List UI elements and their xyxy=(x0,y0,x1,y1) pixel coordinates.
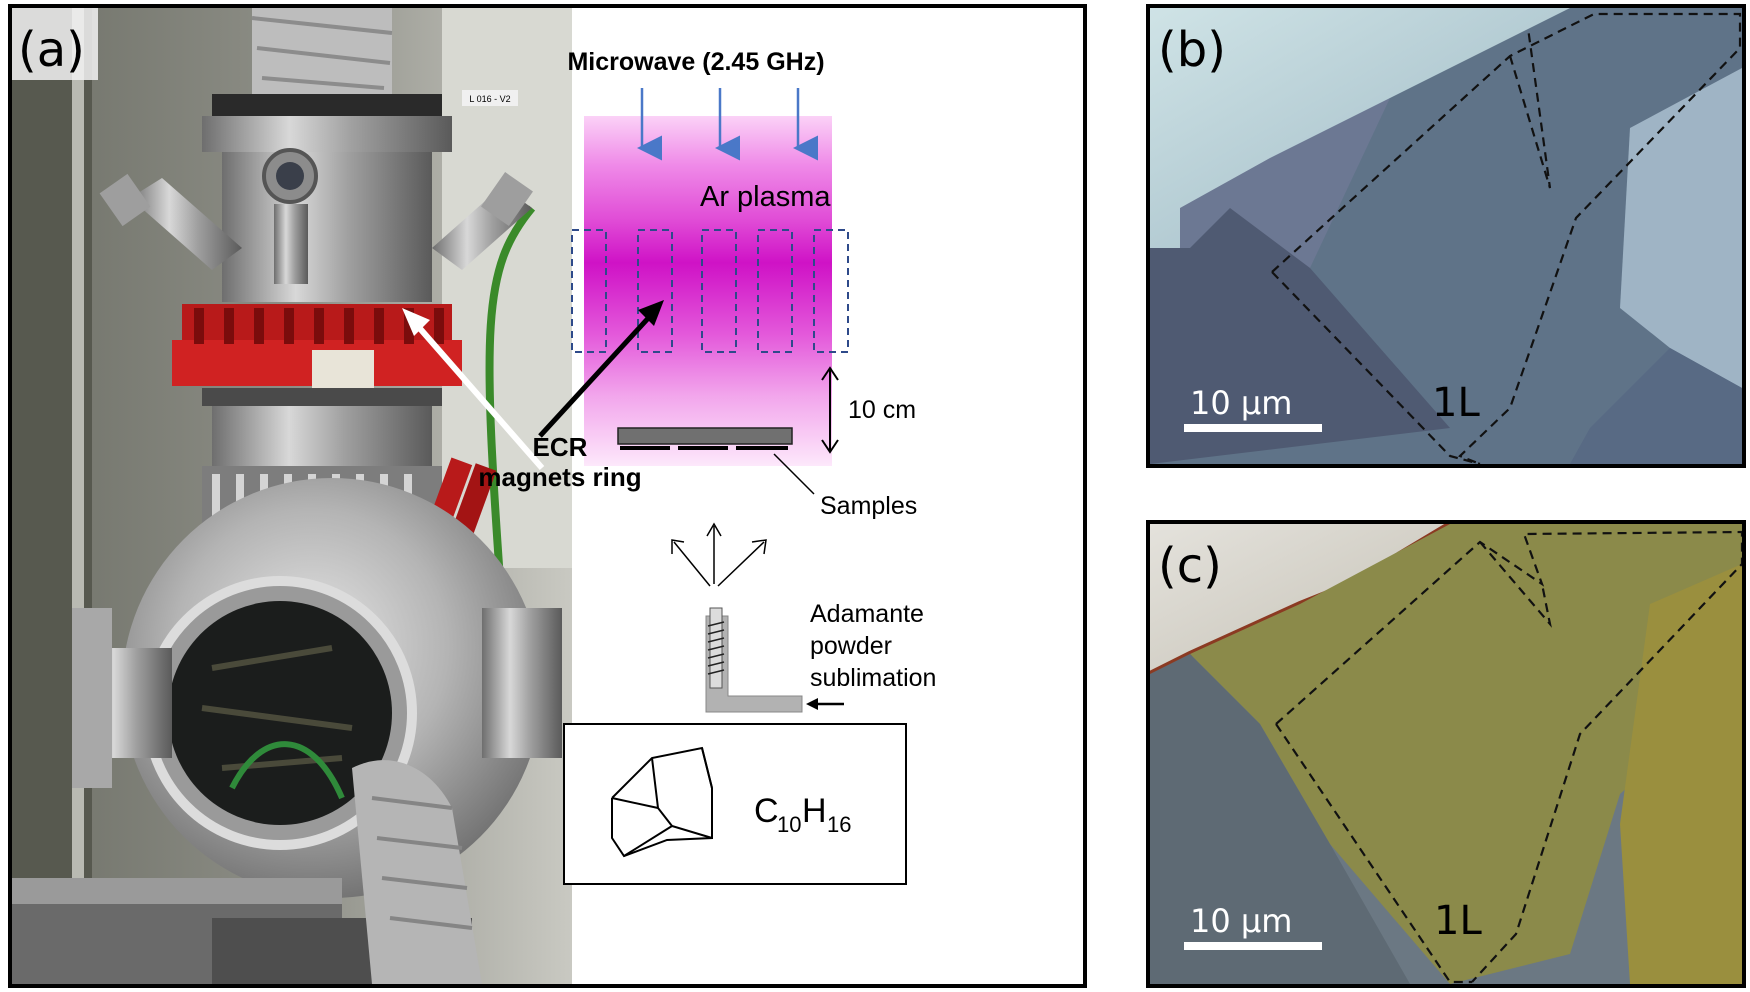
plasma-label: Ar plasma xyxy=(700,181,831,213)
right-gold-c xyxy=(1620,564,1742,984)
monolayer-outline-b xyxy=(1271,12,1742,464)
thick-flake-b xyxy=(1150,208,1450,464)
heater-coil xyxy=(707,621,725,675)
scale-bar-b xyxy=(1184,424,1322,432)
formula-h: H xyxy=(802,792,827,830)
magnet-box-5 xyxy=(813,229,849,353)
flange-tag: L 016 - V2 xyxy=(469,94,510,104)
magnet-box-2 xyxy=(637,229,673,353)
adamante-line2: powder xyxy=(810,632,892,660)
upper-flange xyxy=(202,116,452,152)
middle-flange xyxy=(212,406,432,466)
sample-2 xyxy=(678,446,728,450)
panel-b: (b) 10 µm 1L xyxy=(1146,4,1746,468)
front-port xyxy=(274,204,308,284)
black-arrow xyxy=(538,312,654,438)
magnet-box-1 xyxy=(571,229,607,353)
upper-chamber xyxy=(222,152,432,302)
panel-c: (c) 10 µm 1L xyxy=(1146,520,1746,988)
foil-duct-bottom xyxy=(352,760,482,984)
gold-flake-c xyxy=(1190,524,1742,984)
magnet-box-3 xyxy=(701,229,737,353)
scale-label-b: 10 µm xyxy=(1190,384,1292,422)
flange-tag-plate xyxy=(462,90,518,106)
formula-c: C xyxy=(754,792,779,830)
scale-label-c: 10 µm xyxy=(1190,902,1292,940)
panel-c-canvas: (c) 10 µm 1L xyxy=(1150,524,1742,984)
grey-region-c xyxy=(1150,654,1410,984)
adamantane-structure xyxy=(611,746,713,858)
sphere-right-port xyxy=(482,608,562,758)
viewport-glass xyxy=(276,162,304,190)
frame-bar xyxy=(12,878,342,904)
panel-a: L 016 - V2 xyxy=(8,4,1087,988)
chamber-photo: L 016 - V2 xyxy=(12,8,572,984)
ecr-magnets-schematic xyxy=(571,229,849,353)
green-hose xyxy=(485,205,536,609)
formula-box xyxy=(563,723,907,885)
ecr-label-line2: magnets ring xyxy=(478,462,641,492)
samples-leader xyxy=(773,453,815,495)
panel-c-label: (c) xyxy=(1158,538,1222,594)
label-a-bg xyxy=(12,8,98,80)
rack-rail xyxy=(72,8,84,984)
white-arrow xyxy=(413,322,545,470)
left-port xyxy=(130,178,242,270)
panel-a-label: (a) xyxy=(18,22,85,78)
formula-h-sub: 16 xyxy=(827,812,851,837)
ecr-ring-photo xyxy=(172,304,462,390)
monolayer-outline-c xyxy=(1275,530,1742,984)
right-bright-b xyxy=(1620,68,1742,388)
panel-b-label: (b) xyxy=(1158,22,1226,78)
ecr-label-line1: ECR xyxy=(533,432,588,462)
panel-a-canvas: L 016 - V2 xyxy=(12,8,936,984)
plasma-column xyxy=(584,116,832,466)
layer-label-c: 1L xyxy=(1434,898,1482,944)
magnet-box-4 xyxy=(757,229,793,353)
samples-label: Samples xyxy=(820,492,917,520)
schematic: Microwave (2.45 GHz) Ar plasma ECR magne… xyxy=(402,48,936,885)
sample-3 xyxy=(736,446,788,450)
layer-label-b: 1L xyxy=(1432,380,1480,426)
adamante-line3: sublimation xyxy=(810,664,936,692)
sublimation-arrows xyxy=(671,522,767,587)
formula-c-sub: 10 xyxy=(777,812,801,837)
microwave-label: Microwave (2.45 GHz) xyxy=(567,48,824,76)
panel-b-canvas: (b) 10 µm 1L xyxy=(1150,8,1742,464)
top-flange xyxy=(212,94,442,116)
scale-bar-c xyxy=(1184,942,1322,950)
sample-1 xyxy=(620,446,670,450)
adamante-line1: Adamante xyxy=(810,600,924,628)
distance-label: 10 cm xyxy=(848,396,916,424)
sample-holder xyxy=(617,427,793,445)
